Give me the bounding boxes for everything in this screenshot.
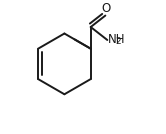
Text: NH: NH [108,34,126,46]
Text: 2: 2 [115,37,121,46]
Text: O: O [101,2,111,15]
